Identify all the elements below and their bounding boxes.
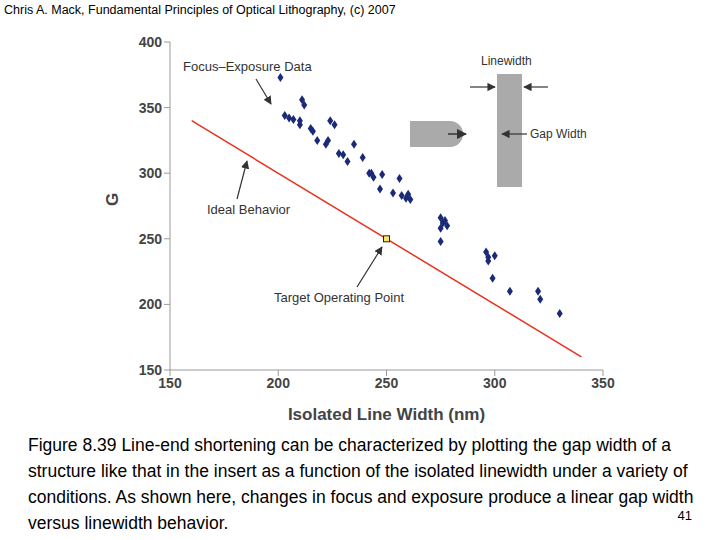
svg-text:Gap Width: Gap Width bbox=[530, 127, 587, 141]
svg-text:300: 300 bbox=[139, 165, 163, 181]
svg-text:350: 350 bbox=[591, 375, 615, 391]
svg-text:Linewidth: Linewidth bbox=[481, 54, 532, 68]
svg-text:250: 250 bbox=[139, 231, 163, 247]
svg-text:150: 150 bbox=[158, 374, 182, 391]
svg-text:Isolated Line Width (nm): Isolated Line Width (nm) bbox=[288, 405, 485, 424]
svg-text:Focus–Exposure Data: Focus–Exposure Data bbox=[183, 59, 312, 74]
svg-text:250: 250 bbox=[375, 375, 399, 391]
svg-text:200: 200 bbox=[267, 375, 291, 391]
html-text:41: 41 bbox=[677, 508, 692, 523]
svg-text:350: 350 bbox=[139, 100, 163, 116]
svg-text:Ideal Behavior: Ideal Behavior bbox=[207, 202, 291, 217]
svg-text:G: G bbox=[103, 193, 122, 206]
html-text:Chris A. Mack, Fundamental Pri: Chris A. Mack, Fundamental Principles of… bbox=[4, 3, 396, 17]
svg-text:200: 200 bbox=[139, 296, 163, 312]
svg-text:150: 150 bbox=[139, 362, 163, 378]
svg-text:400: 400 bbox=[139, 34, 163, 50]
svg-text:Target Operating Point: Target Operating Point bbox=[274, 290, 404, 305]
html-text:Figure 8.39 Line-end shortenin: Figure 8.39 Line-end shortening can be c… bbox=[28, 435, 694, 533]
svg-text:300: 300 bbox=[483, 375, 507, 391]
